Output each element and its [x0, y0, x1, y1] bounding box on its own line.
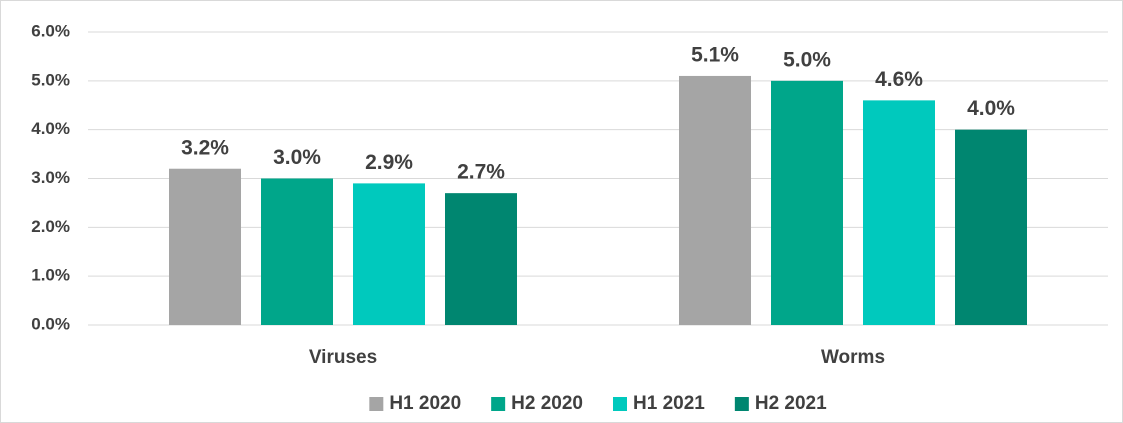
bar: [863, 100, 935, 325]
legend-swatch: [369, 397, 384, 411]
legend-swatch: [734, 397, 749, 411]
value-label: 3.0%: [273, 146, 321, 169]
y-tick-label: 4.0%: [31, 119, 70, 138]
x-tick-label: Viruses: [309, 347, 377, 368]
y-tick-label: 1.0%: [31, 266, 70, 285]
legend-label: H2 2020: [511, 393, 583, 414]
value-label: 4.0%: [967, 97, 1015, 120]
bar: [353, 183, 425, 325]
legend-label: H1 2020: [389, 393, 461, 414]
y-tick-label: 5.0%: [31, 70, 70, 89]
bar: [261, 178, 333, 325]
legend-label: H1 2021: [633, 393, 705, 414]
value-label: 3.2%: [181, 136, 229, 159]
legend-label: H2 2021: [755, 393, 827, 414]
value-label: 4.6%: [875, 68, 923, 91]
value-label: 5.1%: [691, 43, 739, 66]
bar: [445, 193, 517, 325]
bar: [771, 80, 843, 325]
y-tick-label: 3.0%: [31, 168, 70, 187]
value-label: 5.0%: [783, 48, 831, 71]
value-label: 2.7%: [457, 161, 505, 184]
legend-swatch: [491, 397, 506, 411]
legend-swatch: [613, 397, 627, 411]
y-tick-label: 6.0%: [31, 21, 70, 40]
bar: [679, 75, 751, 325]
y-tick-label: 0.0%: [31, 314, 70, 333]
bar: [169, 168, 241, 325]
y-tick-label: 2.0%: [31, 217, 70, 236]
value-label: 2.9%: [365, 151, 413, 174]
bar: [955, 129, 1027, 325]
x-tick-label: Worms: [821, 347, 885, 368]
